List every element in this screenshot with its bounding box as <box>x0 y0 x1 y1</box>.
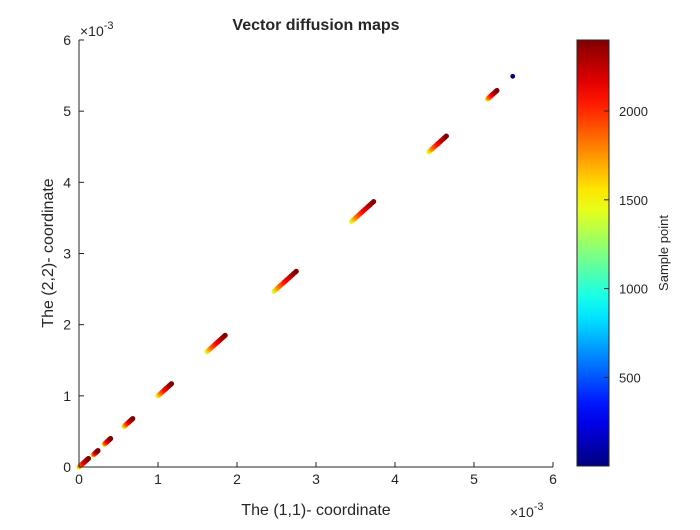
y-ticks: 0 1 2 3 4 5 6 <box>63 32 84 475</box>
colorbar-tick-label-3: 2000 <box>619 104 648 119</box>
x-tick-label-4: 4 <box>391 471 399 487</box>
colorbar <box>576 39 610 467</box>
x-tick-label-3: 3 <box>312 471 320 487</box>
chart-title: Vector diffusion maps <box>232 17 399 34</box>
scatter-point-seg6-13 <box>293 268 299 274</box>
scatter-point-seg9-13 <box>494 87 500 94</box>
y-tick-label-3: 3 <box>63 246 71 262</box>
svg-text:×10-3: ×10-3 <box>510 501 544 520</box>
scatter-point-seg5-13 <box>222 332 228 338</box>
scatter-point-seg4-13 <box>168 381 175 387</box>
colorbar-tick-label-0: 500 <box>619 370 641 385</box>
colorbar-tick-label-1: 1000 <box>619 282 648 297</box>
x-tick-label-2: 2 <box>233 471 241 487</box>
x-tick-label-5: 5 <box>470 471 478 487</box>
scatter-point-seg3-13 <box>130 416 136 422</box>
y-tick-label-0: 0 <box>63 459 71 475</box>
colorbar-ticks: 500 1000 1500 2000 <box>604 104 648 385</box>
scatter-point-seg7-13 <box>371 198 377 205</box>
y-exponent-label: ×10-3 <box>80 20 114 39</box>
y-axis-label: The (2,2)- coordinate <box>40 178 57 328</box>
x-tick-label-6: 6 <box>549 471 557 487</box>
y-tick-label-6: 6 <box>63 32 71 48</box>
y-tick-label-5: 5 <box>63 103 71 119</box>
x-tick-label-0: 0 <box>75 471 83 487</box>
y-tick-label-4: 4 <box>63 174 71 190</box>
scatter-marks <box>76 73 516 470</box>
x-exponent-power: -3 <box>534 501 544 513</box>
colorbar-label: Sample point <box>656 215 671 291</box>
svg-text:×10-3: ×10-3 <box>80 20 114 39</box>
y-tick-label-1: 1 <box>63 388 71 404</box>
x-ticks: 0 1 2 3 4 5 6 <box>75 462 557 487</box>
scatter-point-seg8-13 <box>443 133 449 139</box>
x-exponent-label: ×10-3 <box>510 501 544 520</box>
colorbar-tick-label-2: 1500 <box>619 193 648 208</box>
y-tick-label-2: 2 <box>63 317 71 333</box>
y-exponent-base: ×10 <box>80 23 104 39</box>
x-exponent-base: ×10 <box>510 504 534 520</box>
scatter-point-seg1-13 <box>95 448 101 454</box>
y-exponent-power: -3 <box>104 20 114 32</box>
x-axis-label: The (1,1)- coordinate <box>241 502 391 519</box>
scatter-point-single-0 <box>510 73 516 79</box>
scatter-point-seg0-13 <box>85 455 92 462</box>
scatter-point-seg2-13 <box>108 435 114 442</box>
x-tick-label-1: 1 <box>154 471 162 487</box>
